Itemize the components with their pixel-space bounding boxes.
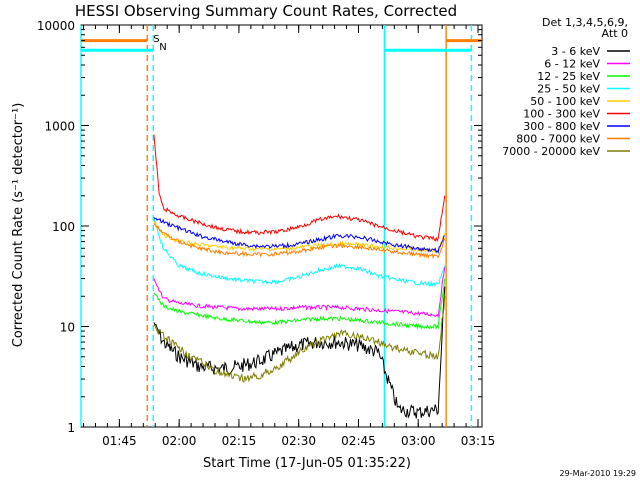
legend-header-line1: Det 1,3,4,5,6,9, (542, 16, 628, 29)
legend-label: 7000 - 20000 keV (502, 145, 600, 158)
series-line (153, 265, 446, 319)
legend-label: 12 - 25 keV (537, 70, 600, 83)
vertical-markers (80, 25, 482, 427)
legend-label: 100 - 300 keV (523, 108, 600, 121)
x-tick-label: 03:15 (461, 434, 496, 448)
legend-header-line2: Att 0 (602, 27, 628, 40)
series-line (153, 217, 446, 288)
series-line (153, 223, 446, 260)
y-tick-label: 1 (67, 421, 75, 435)
series-lines (153, 134, 446, 419)
x-tick-label: 02:30 (281, 434, 316, 448)
x-tick-label: 02:00 (162, 434, 197, 448)
series-line (153, 217, 445, 254)
axes: 1 10 100 1000 10000 01:45 02:00 02:15 02:30 02:45… (37, 19, 495, 448)
x-tick-label: 01:45 (102, 434, 137, 448)
y-tick-label: 1000 (44, 120, 75, 134)
legend-label: 6 - 12 keV (544, 58, 600, 71)
y-tick-label: 10 (60, 321, 75, 335)
series-line (153, 278, 446, 330)
flag-label-s: S (153, 34, 159, 45)
legend-label: 300 - 800 keV (523, 120, 600, 133)
x-tick-label: 02:15 (222, 434, 257, 448)
chart-title: HESSI Observing Summary Count Rates, Cor… (75, 2, 457, 20)
series-line (153, 221, 446, 254)
legend-label: 25 - 50 keV (537, 83, 600, 96)
series-line (153, 296, 446, 383)
y-tick-label: 10000 (37, 19, 75, 33)
x-tick-label: 03:00 (401, 434, 436, 448)
series-line (153, 134, 446, 243)
x-axis-label: Start Time (17-Jun-05 01:35:22) (203, 456, 411, 471)
footer-date: 29-Mar-2010 19:29 (560, 469, 637, 478)
y-axis-label: Corrected Count Rate (s⁻¹ detector⁻¹) (11, 103, 26, 348)
legend-label: 800 - 7000 keV (516, 133, 600, 146)
flag-label-n: N (159, 42, 166, 53)
series-line (153, 286, 446, 419)
legend-label: 50 - 100 keV (530, 95, 600, 108)
x-tick-label: 02:45 (341, 434, 376, 448)
legend-label: 3 - 6 keV (551, 45, 600, 58)
y-tick-label: 100 (52, 220, 75, 234)
